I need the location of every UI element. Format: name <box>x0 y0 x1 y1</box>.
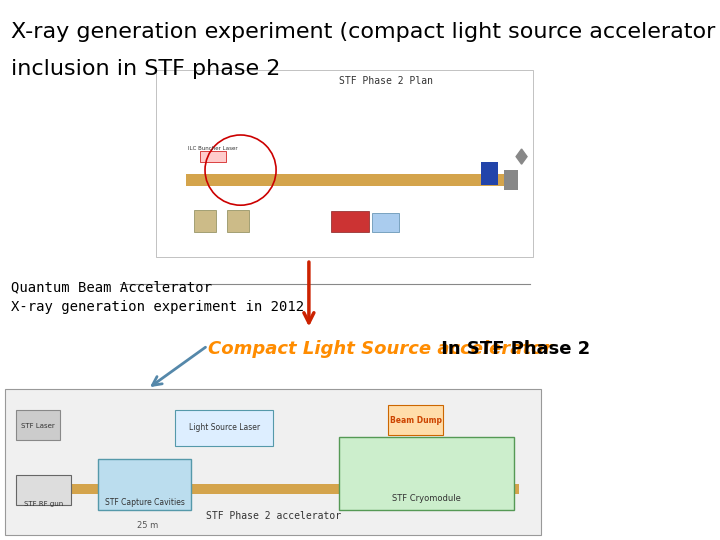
Text: inclusion in STF phase 2: inclusion in STF phase 2 <box>11 59 280 79</box>
FancyBboxPatch shape <box>227 210 248 232</box>
Text: Beam Dump: Beam Dump <box>390 416 441 424</box>
Text: Light Source Laser: Light Source Laser <box>189 423 260 432</box>
FancyBboxPatch shape <box>175 410 274 445</box>
Text: ILC Buncher Laser: ILC Buncher Laser <box>188 146 238 151</box>
FancyBboxPatch shape <box>6 389 541 535</box>
FancyBboxPatch shape <box>330 211 369 232</box>
Text: STF Phase 2 accelerator: STF Phase 2 accelerator <box>206 511 341 521</box>
FancyBboxPatch shape <box>199 151 226 162</box>
FancyBboxPatch shape <box>99 459 192 510</box>
FancyBboxPatch shape <box>481 162 498 185</box>
Text: STF Cryomodule: STF Cryomodule <box>392 494 461 503</box>
Text: Compact Light Source accelerator: Compact Light Source accelerator <box>208 340 552 358</box>
Text: X-ray generation experiment (compact light source accelerator ): X-ray generation experiment (compact lig… <box>11 22 720 42</box>
FancyBboxPatch shape <box>372 213 399 232</box>
FancyBboxPatch shape <box>504 170 518 190</box>
Text: STF Capture Cavities: STF Capture Cavities <box>105 497 185 507</box>
Text: STF RF gun: STF RF gun <box>24 501 63 507</box>
FancyBboxPatch shape <box>388 405 443 435</box>
FancyBboxPatch shape <box>22 484 519 494</box>
Text: Quantum Beam Accelerator
X-ray generation experiment in 2012: Quantum Beam Accelerator X-ray generatio… <box>11 281 304 314</box>
FancyBboxPatch shape <box>194 210 216 232</box>
FancyBboxPatch shape <box>17 475 71 505</box>
FancyBboxPatch shape <box>156 70 533 256</box>
FancyBboxPatch shape <box>186 174 514 186</box>
Polygon shape <box>516 149 527 164</box>
Text: STF Phase 2 Plan: STF Phase 2 Plan <box>339 76 433 86</box>
Text: STF Laser: STF Laser <box>22 422 55 429</box>
FancyBboxPatch shape <box>339 437 514 510</box>
FancyBboxPatch shape <box>17 410 60 440</box>
Text: In STF Phase 2: In STF Phase 2 <box>435 340 590 358</box>
Text: 25 m: 25 m <box>137 521 158 530</box>
